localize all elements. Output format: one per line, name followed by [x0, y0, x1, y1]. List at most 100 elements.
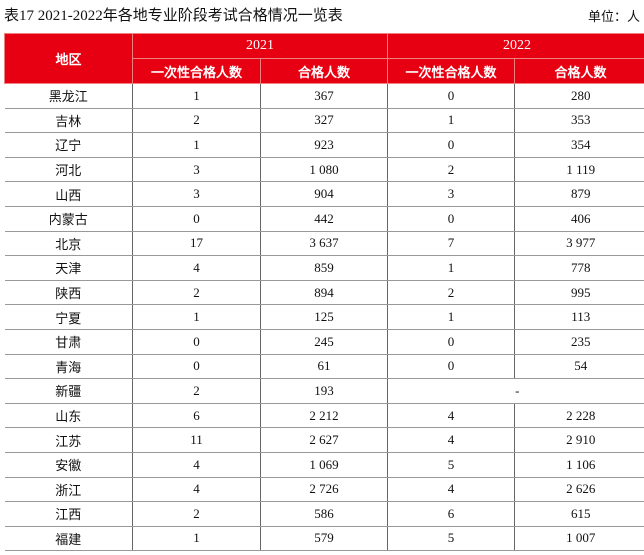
- value-cell: 2: [132, 501, 261, 527]
- table-title: 表17 2021-2022年各地专业阶段考试合格情况一览表: [4, 8, 343, 24]
- header-pass-2022: 合格人数: [514, 58, 644, 84]
- value-cell: 1: [132, 83, 261, 109]
- value-cell: 54: [514, 354, 644, 380]
- value-cell: 2: [132, 108, 261, 134]
- value-cell: 367: [260, 83, 388, 109]
- header-pass-2021: 合格人数: [260, 58, 388, 84]
- table-row: 山东 6 2 212 4 2 228: [4, 403, 644, 429]
- value-cell: 0: [132, 354, 261, 380]
- table-row: 宁夏 1 125 1 113: [4, 304, 644, 330]
- header-region: 地区: [4, 33, 133, 84]
- value-cell: 586: [260, 501, 388, 527]
- region-cell: 江苏: [4, 427, 133, 453]
- value-cell: 406: [514, 206, 644, 232]
- value-cell: 4: [132, 452, 261, 478]
- value-cell: 1: [132, 526, 261, 552]
- value-cell: 245: [260, 329, 388, 355]
- value-cell: 4: [132, 255, 261, 281]
- region-cell: 黑龙江: [4, 83, 133, 109]
- table-row: 天津 4 859 1 778: [4, 255, 644, 281]
- value-cell: 280: [514, 83, 644, 109]
- value-cell: 579: [260, 526, 388, 552]
- table-row: 内蒙古 0 442 0 406: [4, 206, 644, 232]
- value-cell: 2: [387, 280, 515, 306]
- table-row: 青海 0 61 0 54: [4, 354, 644, 380]
- region-cell: 天津: [4, 255, 133, 281]
- value-cell: 1 119: [514, 157, 644, 183]
- value-cell: 778: [514, 255, 644, 281]
- value-cell: 2 910: [514, 427, 644, 453]
- value-cell: 327: [260, 108, 388, 134]
- value-cell: 113: [514, 304, 644, 330]
- value-cell: 995: [514, 280, 644, 306]
- region-cell: 青海: [4, 354, 133, 380]
- unit-label: 单位：人: [587, 9, 640, 24]
- value-cell: 4: [387, 477, 515, 503]
- region-cell: 甘肃: [4, 329, 133, 355]
- table-row: 江西 2 586 6 615: [4, 501, 644, 527]
- value-cell: 2: [387, 157, 515, 183]
- header-year-2022: 2022: [387, 33, 644, 59]
- value-cell: 0: [387, 206, 515, 232]
- value-cell: 615: [514, 501, 644, 527]
- table-row: 福建 1 579 5 1 007: [4, 526, 644, 552]
- value-cell: 6: [387, 501, 515, 527]
- table-row: 山西 3 904 3 879: [4, 181, 644, 207]
- value-cell: 193: [260, 378, 388, 404]
- value-cell: 2 228: [514, 403, 644, 429]
- value-cell: 353: [514, 108, 644, 134]
- region-cell: 山西: [4, 181, 133, 207]
- table-row: 陕西 2 894 2 995: [4, 280, 644, 306]
- region-cell: 辽宁: [4, 132, 133, 158]
- table-row: 黑龙江 1 367 0 280: [4, 83, 644, 109]
- value-cell: 1 069: [260, 452, 388, 478]
- table-row: 甘肃 0 245 0 235: [4, 329, 644, 355]
- region-cell: 江西: [4, 501, 133, 527]
- value-cell: 859: [260, 255, 388, 281]
- table-row: 安徽 4 1 069 5 1 106: [4, 452, 644, 478]
- header-year-2021: 2021: [132, 33, 388, 59]
- region-cell: 宁夏: [4, 304, 133, 330]
- table-row: 江苏 11 2 627 4 2 910: [4, 427, 644, 453]
- region-cell: 浙江: [4, 477, 133, 503]
- value-cell: 2 627: [260, 427, 388, 453]
- value-cell: 894: [260, 280, 388, 306]
- header-first-pass-2022: 一次性合格人数: [387, 58, 515, 84]
- header-first-pass-2021: 一次性合格人数: [132, 58, 261, 84]
- value-cell: 5: [387, 452, 515, 478]
- value-cell: 0: [387, 354, 515, 380]
- value-cell: 1: [132, 304, 261, 330]
- value-cell: 3: [132, 181, 261, 207]
- value-cell: 3 977: [514, 231, 644, 257]
- table-row: 吉林 2 327 1 353: [4, 108, 644, 134]
- value-cell: 4: [132, 477, 261, 503]
- value-cell: 904: [260, 181, 388, 207]
- value-cell: 4: [387, 403, 515, 429]
- region-cell: 陕西: [4, 280, 133, 306]
- value-cell: 1: [387, 304, 515, 330]
- value-cell: 0: [132, 329, 261, 355]
- table-row: 新疆 2 193-: [4, 378, 644, 404]
- table-row: 辽宁 1 923 0 354: [4, 132, 644, 158]
- value-cell: 442: [260, 206, 388, 232]
- value-cell: 2 212: [260, 403, 388, 429]
- value-cell: 923: [260, 132, 388, 158]
- value-cell: 5: [387, 526, 515, 552]
- pass-statistics-table: 地区 2021 2022 一次性合格人数 合格人数 一次性合格人数 合格人数 黑…: [4, 33, 644, 552]
- value-cell: 0: [387, 132, 515, 158]
- region-cell: 吉林: [4, 108, 133, 134]
- value-cell: 6: [132, 403, 261, 429]
- value-cell: 61: [260, 354, 388, 380]
- region-cell: 安徽: [4, 452, 133, 478]
- region-cell: 北京: [4, 231, 133, 257]
- value-cell: 235: [514, 329, 644, 355]
- value-cell: 879: [514, 181, 644, 207]
- region-cell: 福建: [4, 526, 133, 552]
- value-cell: 3: [387, 181, 515, 207]
- value-cell: 1: [132, 132, 261, 158]
- value-cell: 1 080: [260, 157, 388, 183]
- value-cell: 1: [387, 108, 515, 134]
- region-cell: 内蒙古: [4, 206, 133, 232]
- value-cell: 1: [387, 255, 515, 281]
- region-cell: 新疆: [4, 378, 133, 404]
